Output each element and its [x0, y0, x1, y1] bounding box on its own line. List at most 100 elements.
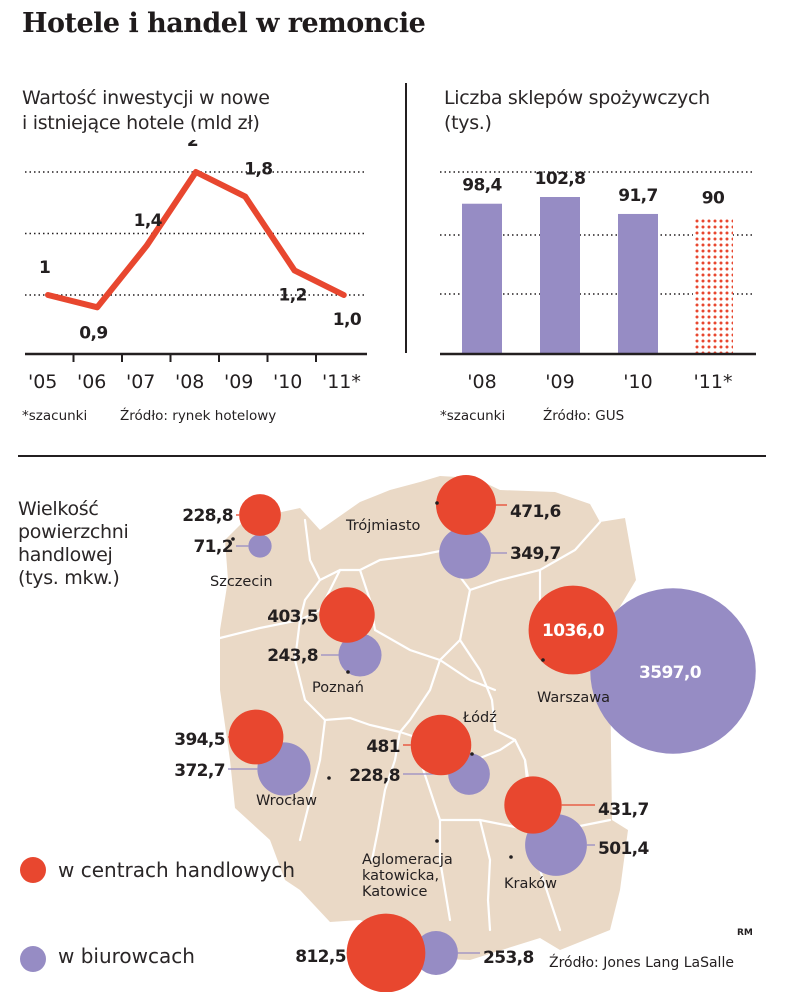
legend-office-marker — [20, 946, 46, 972]
office-bubble — [439, 527, 491, 579]
retail-bubble — [239, 494, 281, 536]
bar-chart-footnote: *szacunki — [440, 408, 506, 424]
city-dot — [327, 776, 331, 780]
city-group: 394,5 372,7 Wrocław — [174, 709, 331, 809]
bar-value-label: 90 — [702, 189, 725, 209]
office-bubble — [338, 633, 382, 677]
x-tick-label: '11* — [694, 371, 733, 393]
city-name: Aglomeracja — [362, 852, 453, 868]
office-value-label: 3597,0 — [639, 663, 702, 683]
city-name: Poznań — [312, 680, 364, 696]
map-title-line-3: handlowej — [18, 544, 113, 566]
legend-office-label: w biurowcach — [58, 944, 195, 968]
city-dot — [346, 670, 350, 674]
retail-value-label: 812,5 — [295, 947, 346, 967]
infographic-title: Hotele i handel w remoncie — [22, 8, 426, 39]
city-dot — [435, 501, 439, 505]
city-dot — [509, 855, 513, 859]
retail-value-label: 431,7 — [598, 800, 649, 820]
data-label: 2 — [187, 140, 198, 151]
data-label: 1,0 — [333, 310, 362, 330]
city-name: katowicka, — [362, 868, 439, 884]
city-dot — [231, 537, 235, 541]
x-tick-label: '10 — [623, 371, 652, 393]
x-tick-label: '09 — [224, 371, 253, 393]
bar-estimate-pattern — [693, 216, 733, 354]
author-credit: RM — [737, 928, 753, 938]
office-value-label: 71,2 — [193, 537, 233, 557]
x-tick-label: '06 — [77, 371, 106, 393]
map-source: Źródło: Jones Lang LaSalle — [549, 955, 734, 971]
bar-chart-source: Źródło: GUS — [543, 408, 625, 424]
city-name: Łódź — [462, 710, 497, 726]
office-bubble — [590, 588, 756, 754]
line-chart-title: Wartość inwestycji w nowe i istniejące h… — [22, 86, 270, 136]
data-label: 1,2 — [279, 285, 307, 305]
office-value-label: 243,8 — [267, 646, 318, 666]
retail-bubble — [319, 587, 375, 643]
bar — [462, 203, 502, 354]
line-chart-source: Źródło: rynek hotelowy — [120, 408, 277, 424]
bar-value-label: 91,7 — [618, 186, 658, 206]
map-title: Wielkość powierzchni handlowej (tys. mkw… — [18, 498, 129, 590]
retail-bubble — [504, 776, 562, 834]
retail-value-label: 1036,0 — [542, 621, 605, 641]
bar-chart-title: Liczba sklepów spożywczych (tys.) — [444, 86, 710, 136]
x-tick-label: '05 — [28, 371, 57, 393]
bar — [540, 197, 580, 354]
office-value-label: 228,8 — [349, 766, 400, 786]
bar-value-label: 98,4 — [462, 176, 502, 196]
x-tick-label: '08 — [467, 371, 496, 393]
city-group: 1036,0 3597,0 Warszawa — [528, 585, 756, 754]
retail-bubble — [346, 913, 426, 992]
bar-chart-title-line-1: Liczba sklepów spożywczych — [444, 87, 710, 109]
map-title-line-4: (tys. mkw.) — [18, 567, 120, 589]
city-name: Kraków — [504, 876, 557, 892]
city-name: Katowice — [362, 884, 428, 900]
data-label: 0,9 — [79, 323, 107, 343]
x-tick-label: '07 — [126, 371, 155, 393]
office-bubble — [248, 534, 272, 558]
map-title-line-1: Wielkość — [18, 498, 99, 520]
line-chart-title-line-2: i istniejące hotele (mld zł) — [22, 112, 260, 134]
x-tick-label: '11* — [322, 371, 361, 393]
city-group: 431,7 501,4 Kraków — [504, 776, 650, 892]
city-name: Szczecin — [210, 574, 273, 590]
city-group: 228,8 71,2 Szczecin — [182, 494, 281, 590]
retail-value-label: 394,5 — [174, 730, 225, 750]
poland-bubble-map: 228,8 71,2 Szczecin 471,6 349,7 Trójmiasto 403… — [174, 475, 756, 992]
office-value-label: 349,7 — [510, 544, 561, 564]
city-name: Warszawa — [537, 690, 610, 706]
data-label: 1,4 — [134, 211, 163, 231]
line-chart-footnote: *szacunki — [22, 408, 88, 424]
legend-retail-label: w centrach handlowych — [58, 858, 296, 882]
legend-retail-marker — [20, 857, 46, 883]
office-value-label: 501,4 — [598, 839, 650, 859]
retail-bubble — [410, 714, 472, 776]
retail-value-label: 228,8 — [182, 506, 233, 526]
city-group: 471,6 349,7 Trójmiasto — [345, 475, 561, 579]
vertical-divider — [405, 83, 407, 353]
city-name: Wrocław — [256, 793, 317, 809]
retail-value-label: 403,5 — [267, 607, 318, 627]
city-group: 403,5 243,8 Poznań — [267, 587, 382, 696]
map-title-line-2: powierzchni — [18, 521, 129, 543]
city-group: 481 228,8 Łódź — [349, 710, 497, 795]
city-dot — [470, 752, 474, 756]
retail-bubble — [528, 585, 618, 675]
data-label: 1 — [39, 258, 50, 278]
office-value-label: 253,8 — [483, 948, 534, 968]
bar — [618, 213, 658, 354]
line-chart-title-line-1: Wartość inwestycji w nowe — [22, 87, 270, 109]
x-tick-label: '09 — [545, 371, 574, 393]
data-label: 1,8 — [244, 160, 272, 180]
x-tick-label: '08 — [175, 371, 204, 393]
bar-chart: 98,4 '08 102,8 '09 91,7 '10 90 '11* — [440, 169, 756, 393]
retail-value-label: 471,6 — [510, 502, 561, 522]
retail-bubble — [436, 475, 496, 535]
bar-value-label: 102,8 — [535, 169, 586, 189]
office-value-label: 372,7 — [174, 761, 225, 781]
city-name: Trójmiasto — [345, 518, 421, 534]
x-tick-label: '10 — [273, 371, 302, 393]
